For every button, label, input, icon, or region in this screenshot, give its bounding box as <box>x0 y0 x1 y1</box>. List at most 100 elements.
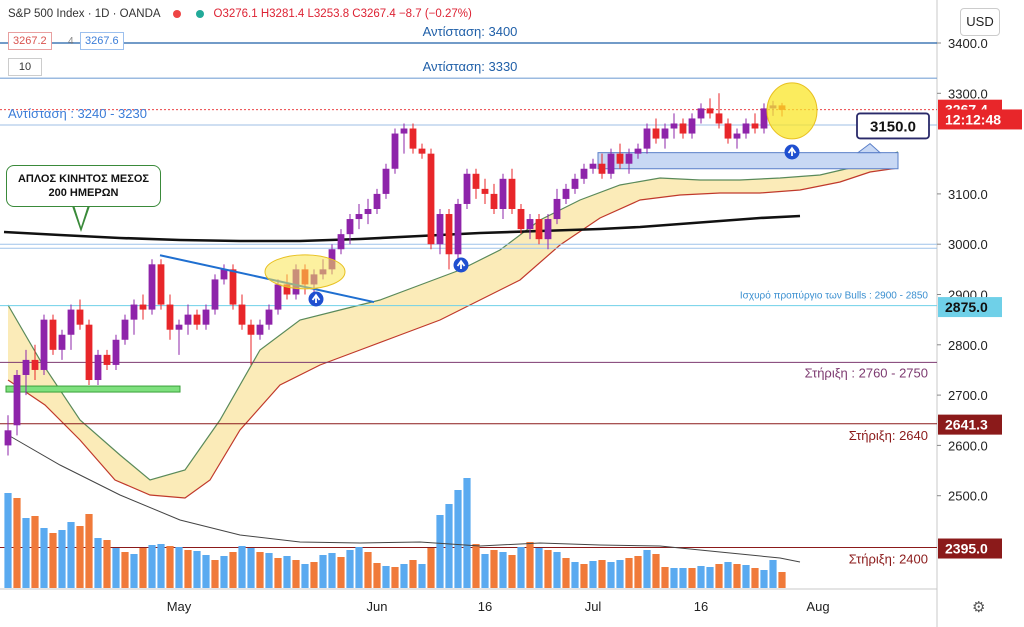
candle-body <box>40 319 48 370</box>
volume-bar <box>256 552 264 588</box>
volume-bar <box>562 558 570 588</box>
candle-body <box>247 324 255 335</box>
axis-price-label: 2875.0 <box>945 299 988 315</box>
y-tick-label: 2600.0 <box>948 438 988 453</box>
candle-body <box>31 359 39 370</box>
volume-bar <box>553 552 561 588</box>
volume-bar <box>733 564 741 588</box>
candle-body <box>607 153 615 174</box>
volume-bar <box>31 516 39 588</box>
candle-body <box>760 108 768 129</box>
volume-bar <box>49 533 57 588</box>
hide-icon[interactable] <box>173 9 182 18</box>
candle-body <box>499 178 507 209</box>
volume-bar <box>715 564 723 588</box>
candle-body <box>49 319 57 350</box>
volume-bar <box>103 540 111 588</box>
axis-price-label: 2395.0 <box>945 541 988 557</box>
volume-bar <box>67 522 75 588</box>
candle-body <box>274 284 282 310</box>
volume-length-input[interactable]: 10 <box>8 58 42 76</box>
candle-body <box>391 133 399 169</box>
callout-tail-inner <box>74 205 88 227</box>
time-axis: May Jun 16 Jul 16 Aug <box>167 599 830 614</box>
candle-body <box>544 219 552 240</box>
volume-bar <box>625 558 633 588</box>
volume-bar <box>706 567 714 588</box>
candle-body <box>481 188 489 194</box>
bid-price[interactable]: 3267.2 <box>8 32 52 50</box>
y-tick-label: 2700.0 <box>948 388 988 403</box>
candle-body <box>364 208 372 215</box>
volume-bar <box>589 561 597 588</box>
axis-price-tag <box>938 538 1002 559</box>
market-status-icon <box>196 9 205 18</box>
candle-body <box>400 128 408 134</box>
ma-callout-line-1: ΑΠΛΟΣ ΚΙΝΗΤΟΣ ΜΕΣΟΣ <box>17 173 150 185</box>
level-label: Αντίσταση: 3400 <box>423 24 518 39</box>
level-label: Στήριξη: 2640 <box>849 428 928 443</box>
gear-icon[interactable]: ⚙ <box>972 599 986 616</box>
candle-body <box>229 269 237 305</box>
candle-body <box>175 324 183 330</box>
symbol-title[interactable]: S&P 500 Index · 1D · OANDA <box>8 8 160 20</box>
candle-body <box>76 309 84 325</box>
candle-body <box>706 108 714 114</box>
grid <box>0 0 938 627</box>
candle-body <box>715 113 723 124</box>
x-tick-label: Jul <box>585 599 602 614</box>
candle-body <box>454 203 462 255</box>
candle-body <box>661 128 669 139</box>
volume-bar <box>571 562 579 588</box>
candle-body <box>463 173 471 204</box>
candle-body <box>589 163 597 169</box>
volume-bar <box>229 552 237 588</box>
volume-bar <box>400 564 408 588</box>
volume-bar <box>508 555 516 588</box>
volume-bar <box>598 560 606 588</box>
volume-bar <box>769 560 777 588</box>
level-label: Αντίσταση : 3240 - 3230 <box>8 106 147 121</box>
candle-body <box>346 219 354 235</box>
volume-bar <box>778 572 786 588</box>
volume-bar <box>490 550 498 588</box>
arrow-up-glyph <box>311 293 321 303</box>
volume-bar <box>463 478 471 588</box>
ma200-path <box>3 214 801 243</box>
x-tick-label: 16 <box>478 599 492 614</box>
candle-body <box>643 128 651 149</box>
candle-body <box>382 168 390 194</box>
volume-bar <box>742 565 750 588</box>
volume-bar <box>4 493 12 588</box>
currency-button[interactable]: USD <box>960 8 1000 36</box>
candle-body <box>184 314 192 325</box>
candle-body <box>85 324 93 381</box>
candle-body <box>688 118 696 134</box>
volume-bar <box>373 563 381 588</box>
volume-bar <box>409 560 417 588</box>
volume-bar <box>220 556 228 588</box>
candle-body <box>598 163 606 174</box>
volume-bar <box>751 568 759 588</box>
ask-price[interactable]: 3267.6 <box>80 32 124 50</box>
volume-bar <box>22 518 30 588</box>
candle-body <box>634 148 642 154</box>
zone-pointer <box>856 142 882 154</box>
candle-body <box>652 128 660 139</box>
candle-body <box>265 309 273 325</box>
volume-bar <box>265 553 273 588</box>
candle-body <box>337 234 345 250</box>
volume-bar <box>526 542 534 588</box>
candle-body <box>202 309 210 325</box>
candle-body <box>355 214 363 220</box>
candle-body <box>409 128 417 149</box>
candle-body <box>13 374 21 426</box>
volume-bar <box>355 547 363 588</box>
volume-bar <box>517 547 525 588</box>
candle-body <box>157 264 165 305</box>
candle-body <box>220 269 228 280</box>
volume-bar <box>58 530 66 588</box>
volume-bar <box>544 550 552 588</box>
volume-bar <box>175 547 183 588</box>
